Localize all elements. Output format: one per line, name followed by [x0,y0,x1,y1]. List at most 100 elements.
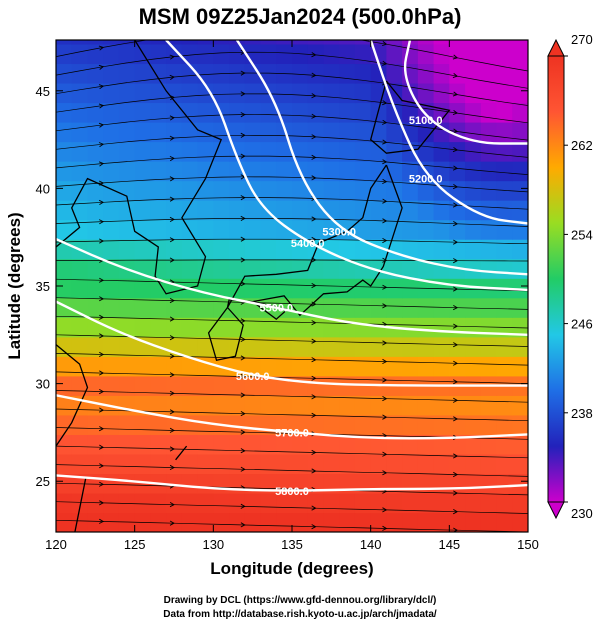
heat-cell [229,102,246,123]
heat-cell [449,200,466,221]
heat-cell [197,63,214,84]
heat-cell [181,43,199,65]
heat-cell [417,63,435,84]
streamline-arrow [240,448,246,454]
heat-cell [260,395,277,416]
heat-cell [496,492,513,514]
heat-cell [56,512,73,532]
heat-cell [354,356,372,377]
heat-cell [417,82,435,104]
x-tick-label: 125 [124,537,146,552]
streamline-arrow [169,502,175,508]
heat-cell [166,82,183,104]
heat-cell [354,180,372,201]
heat-cell [276,180,293,201]
heat-cell [213,258,230,279]
streamline-arrow [311,113,317,119]
heat-cell [449,453,466,475]
colorbar-top-arrow [547,38,565,57]
heat-cell [465,180,482,201]
heat-cell [480,336,498,357]
streamline [56,334,528,347]
credit-drawing: Drawing by DCL (https://www.gfd-dennou.o… [164,595,437,606]
y-tick-label: 40 [36,181,50,196]
heat-cell [56,258,73,279]
streamline-arrow [240,153,246,159]
heat-cell [512,63,528,84]
streamline-arrow [312,32,316,36]
heat-cell [244,375,262,396]
heat-cell [354,317,372,338]
heat-cell [197,82,214,104]
heat-cell [307,122,325,143]
heat-cell [417,414,435,435]
streamline-arrow [98,351,105,357]
streamline-arrow [98,426,105,432]
heat-cell [118,453,136,475]
contour-label: 5600.0 [236,371,270,383]
heat-cell [134,317,151,338]
heat-cell [402,161,419,182]
heat-cell [197,414,214,435]
heat-cell [402,453,419,475]
heat-cell [244,278,262,299]
heat-cell [386,512,403,532]
heat-cell [56,180,73,201]
heat-cell [118,434,136,455]
heat-cell [512,180,528,201]
heat-cell [150,414,167,435]
streamline-arrow [452,239,459,245]
heat-cell [244,122,262,143]
streamline-arrow [311,52,317,58]
heat-cell [260,40,277,45]
x-tick-label: 140 [360,537,382,552]
heat-cell [354,434,372,455]
heat-cell [417,180,435,201]
heat-cell [134,414,151,435]
heat-cell [56,336,73,357]
streamline-arrow [169,216,175,222]
heat-cell [402,219,419,240]
heat-cell [323,278,340,299]
streamline-arrow [452,147,459,153]
heat-cell [118,43,136,65]
heat-cell [197,356,214,377]
heat-cell [512,200,528,221]
heat-cell [229,239,246,260]
heat-cell [417,239,435,260]
heat-cell [292,180,309,201]
streamline-arrow [452,323,459,329]
streamline-arrow [382,470,388,476]
heat-cell [370,434,387,455]
heat-cell [181,297,199,318]
heat-cell [449,336,466,357]
heat-cell [402,141,419,162]
heat-cell [150,375,167,396]
heat-cell [512,161,528,182]
heat-cell [260,278,277,299]
heat-cell [244,63,262,84]
streamline [56,72,528,106]
streamline-arrow [169,95,175,101]
heat-cell [512,219,528,240]
heat-cell [181,258,199,279]
streamline-arrow [311,216,317,222]
heat-cell [307,43,325,65]
heat-cell [276,434,293,455]
heat-cell [181,492,199,514]
heat-cell [370,200,387,221]
heat-cell [181,40,199,45]
heat-cell [465,102,482,123]
streamline-arrow [311,301,317,307]
heat-cell [402,317,419,338]
heat-cell [197,473,214,494]
heat-cell [512,317,528,338]
streamline-arrow [169,316,175,322]
heat-cell [496,473,513,494]
heat-cell [339,82,356,104]
heat-cell [449,180,466,201]
streamline-arrow [169,115,175,121]
heat-cell [244,336,262,357]
heat-cell [433,473,450,494]
streamline-arrow [382,284,388,290]
